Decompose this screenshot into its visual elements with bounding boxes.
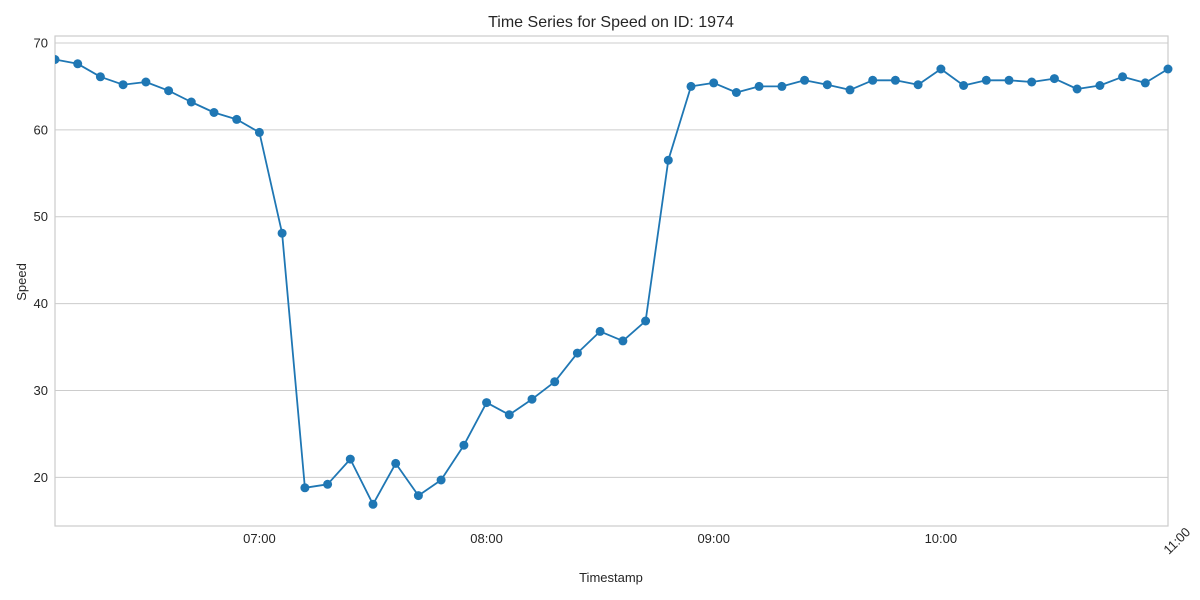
- y-tick-label: 20: [34, 470, 48, 485]
- data-point: [95, 72, 105, 82]
- data-point: [754, 81, 764, 91]
- data-point: [413, 491, 423, 501]
- data-point: [731, 88, 741, 97]
- data-point: [504, 410, 514, 420]
- data-point: [391, 458, 401, 468]
- data-point: [186, 97, 196, 107]
- data-point: [936, 64, 946, 74]
- data-point: [1095, 81, 1105, 90]
- x-tick-label: 09:00: [697, 531, 730, 546]
- y-tick-label: 40: [34, 296, 48, 311]
- x-tick-label: 11:00: [1160, 524, 1193, 557]
- data-point: [709, 78, 719, 88]
- data-point: [73, 59, 83, 69]
- data-point: [1118, 72, 1128, 82]
- data-point: [1049, 74, 1059, 84]
- data-point: [550, 377, 560, 387]
- data-point: [981, 75, 991, 85]
- data-point: [368, 499, 378, 509]
- data-point: [641, 316, 651, 326]
- plot-frame: [54, 35, 1169, 527]
- y-tick-label: 70: [34, 35, 48, 50]
- data-point: [209, 108, 219, 117]
- data-point: [890, 75, 900, 85]
- y-tick-label: 50: [34, 209, 48, 224]
- chart-title: Time Series for Speed on ID: 1974: [488, 14, 734, 31]
- data-point: [277, 228, 287, 238]
- data-point: [1072, 84, 1082, 94]
- data-point: [663, 155, 673, 165]
- y-axis-label: Speed: [14, 263, 29, 301]
- data-point: [482, 398, 492, 408]
- series-layer: [55, 55, 1173, 509]
- data-point: [254, 127, 264, 137]
- data-point: [1027, 77, 1037, 87]
- y-tick-label: 30: [34, 383, 48, 398]
- data-point: [164, 86, 174, 96]
- y-tick-label: 60: [34, 122, 48, 137]
- data-point: [800, 75, 810, 85]
- x-axis-label: Timestamp: [579, 570, 643, 585]
- data-point: [232, 114, 242, 124]
- data-point: [913, 80, 923, 90]
- data-point: [777, 81, 787, 91]
- data-point: [323, 479, 333, 489]
- data-point: [527, 394, 537, 404]
- series-line: [55, 58, 1169, 506]
- data-point: [1140, 78, 1150, 88]
- data-point: [459, 440, 469, 450]
- data-point: [436, 475, 446, 485]
- data-point: [868, 75, 878, 85]
- x-tick-label: 10:00: [925, 531, 958, 546]
- data-point: [345, 454, 355, 464]
- data-point: [845, 85, 855, 95]
- data-point: [118, 80, 128, 90]
- grid-lines: [55, 42, 1168, 478]
- data-point: [686, 81, 696, 91]
- x-tick-label: 07:00: [243, 531, 276, 546]
- data-point: [822, 80, 832, 90]
- data-point: [959, 81, 969, 90]
- x-tick-label: 08:00: [470, 531, 503, 546]
- data-point: [55, 55, 60, 64]
- data-point: [141, 77, 151, 87]
- data-point: [1004, 75, 1014, 85]
- data-point: [618, 336, 628, 346]
- data-point: [1163, 64, 1173, 74]
- data-point: [572, 348, 582, 358]
- tick-labels: 20 30 40 50 60 70 07:00 08:00 09:00 10:00 11:00: [34, 35, 1194, 557]
- data-point: [300, 483, 310, 493]
- data-point: [595, 326, 605, 336]
